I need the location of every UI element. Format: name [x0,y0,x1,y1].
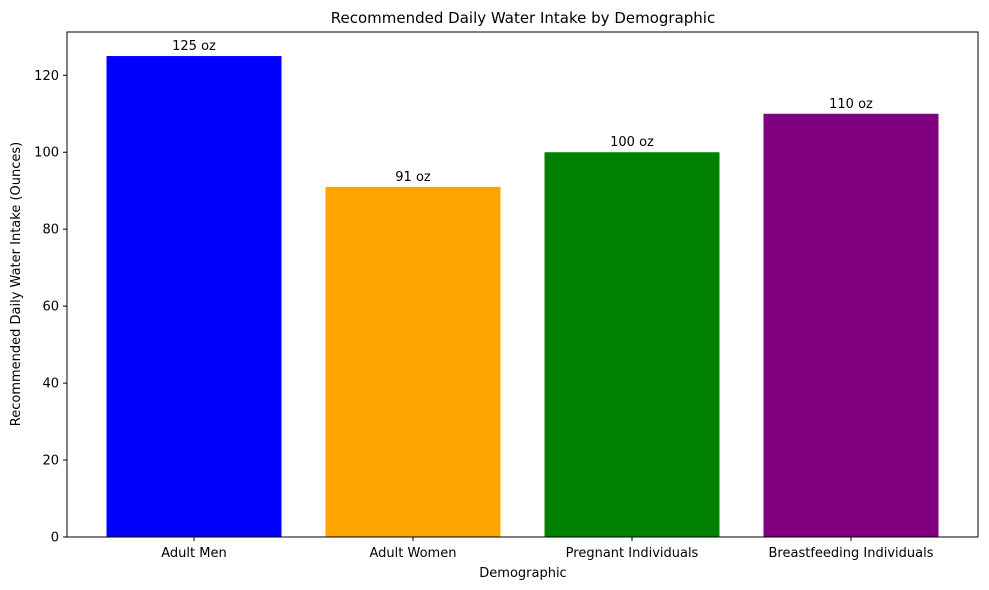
data-label-1: 91 oz [395,170,431,185]
x-tick-label-2: Pregnant Individuals [566,546,699,561]
y-tick-label-1: 20 [42,454,59,469]
x-tick-label-1: Adult Women [370,546,457,561]
bar-1 [325,186,501,537]
x-axis: Adult Men Adult Women Pregnant Individuals… [161,537,934,561]
y-tick-label-4: 80 [42,223,59,238]
y-tick-label-5: 100 [34,146,59,161]
bar-2 [544,152,720,537]
data-label-0: 125 oz [172,39,216,54]
bar-3 [763,113,939,537]
data-labels-group: 125 oz 91 oz 100 oz 110 oz [172,39,873,185]
data-label-2: 100 oz [610,135,654,150]
plot-frame [66,31,979,538]
x-tick-label-0: Adult Men [161,546,226,561]
chart-title: Recommended Daily Water Intake by Demogr… [331,9,715,27]
y-axis-label: Recommended Daily Water Intake (Ounces) [9,142,24,426]
y-tick-label-0: 0 [51,531,59,546]
x-axis-label: Demographic [479,566,566,581]
x-tick-label-3: Breastfeeding Individuals [769,546,934,561]
bar-0 [106,56,282,538]
y-axis: 0 20 40 60 80 100 120 [34,69,67,546]
y-tick-label-6: 120 [34,69,59,84]
y-tick-label-2: 40 [42,377,59,392]
bars-group [106,56,939,538]
data-label-3: 110 oz [829,97,873,112]
y-tick-label-3: 60 [42,300,59,315]
